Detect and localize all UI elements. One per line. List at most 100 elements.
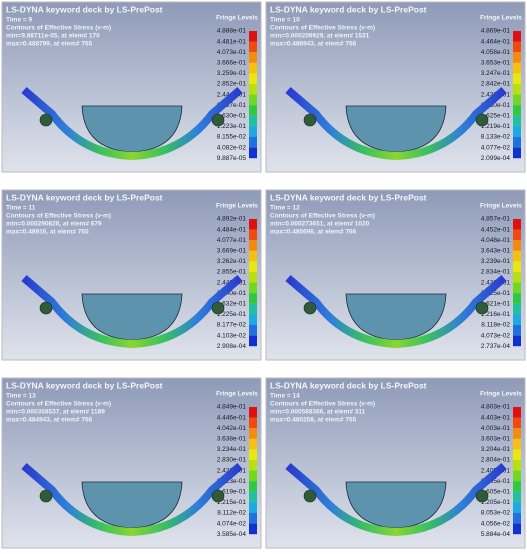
fringe-swatch xyxy=(249,439,257,450)
fringe-swatch xyxy=(249,261,257,272)
fringe-value: 2.830e-01 xyxy=(217,457,247,464)
fringe-swatch xyxy=(513,84,521,95)
fringe-value: 4.446e-01 xyxy=(217,414,247,421)
fringe-value: 3.653e-01 xyxy=(481,60,511,67)
fringe-swatch xyxy=(249,481,257,492)
fringe-swatch xyxy=(249,524,257,535)
info-contours: Contours of Effective Stress (v-m) xyxy=(270,213,375,220)
fringe-value: 8.112e-02 xyxy=(217,510,246,517)
fringe-value: 3.669e-01 xyxy=(217,248,247,255)
fringe-swatch xyxy=(249,283,257,294)
fringe-value: 3.262e-01 xyxy=(217,258,247,265)
fringe-value: 4.803e-01 xyxy=(481,404,511,411)
fringe-swatch xyxy=(513,31,521,42)
panel: LS-DYNA keyword deck by LS-PrePost Time =… xyxy=(266,2,525,172)
info-max: max=0.480258, at elem# 765 xyxy=(270,417,357,424)
fringe-swatch xyxy=(513,314,521,325)
info-min: min=0.000209929, at elem# 1531 xyxy=(270,33,370,40)
fringe-swatch xyxy=(249,314,257,325)
fringe-title: Fringe Levels xyxy=(216,15,258,22)
info-min: min=9.88711e-05, at elem# 170 xyxy=(6,33,100,40)
fringe-title: Fringe Levels xyxy=(480,203,522,210)
fringe-swatch xyxy=(249,137,257,148)
fringe-value: 4.073e-01 xyxy=(217,49,247,56)
panel-title: LS-DYNA keyword deck by LS-PrePost xyxy=(270,4,427,14)
panel-title: LS-DYNA keyword deck by LS-PrePost xyxy=(270,380,427,390)
fringe-value: 4.452e-01 xyxy=(481,226,511,233)
fringe-swatch xyxy=(249,460,257,471)
fringe-swatch xyxy=(513,325,521,336)
fringe-value: 8.053e-02 xyxy=(481,510,511,517)
info-min: min=0.000290828, at elem# 679 xyxy=(6,221,102,228)
info-time: Time = 10 xyxy=(270,17,300,24)
info-time: Time = 13 xyxy=(6,393,36,400)
fringe-swatch xyxy=(513,481,521,492)
info-contours: Contours of Effective Stress (v-m) xyxy=(270,25,375,32)
fringe-value: 2.908e-04 xyxy=(217,343,247,350)
fringe-swatch xyxy=(249,116,257,127)
roller xyxy=(40,490,52,502)
fringe-swatch xyxy=(249,336,257,347)
info-max: max=0.48916, at elem# 765 xyxy=(6,229,89,236)
fringe-value: 5.884e-04 xyxy=(481,531,511,538)
fringe-swatch xyxy=(513,471,521,482)
fringe-value: 4.103e-02 xyxy=(217,332,247,339)
fringe-swatch xyxy=(513,95,521,106)
fringe-swatch xyxy=(513,304,521,315)
fringe-value: 3.666e-01 xyxy=(217,60,247,67)
info-min: min=0.000588366, at elem# 311 xyxy=(270,409,366,416)
fringe-value: 4.073e-02 xyxy=(481,332,511,339)
fringe-swatch xyxy=(249,230,257,241)
fringe-value: 4.857e-01 xyxy=(481,216,511,223)
fringe-swatch xyxy=(249,251,257,262)
fringe-value: 4.077e-01 xyxy=(217,237,247,244)
fringe-title: Fringe Levels xyxy=(216,203,258,210)
roller xyxy=(212,490,224,502)
fringe-swatch xyxy=(249,293,257,304)
roller xyxy=(40,302,52,314)
fringe-value: 8.177e-02 xyxy=(217,322,247,329)
fringe-value: 4.484e-01 xyxy=(217,226,247,233)
fringe-swatch xyxy=(513,272,521,283)
fringe-swatch xyxy=(249,63,257,74)
fringe-swatch xyxy=(249,418,257,429)
fringe-swatch xyxy=(249,492,257,503)
roller xyxy=(476,302,488,314)
fringe-value: 2.834e-01 xyxy=(481,269,511,276)
info-min: min=0.000358537, at elem# 1189 xyxy=(6,409,105,416)
fringe-value: 3.204e-01 xyxy=(481,446,511,453)
fringe-swatch xyxy=(249,325,257,336)
info-contours: Contours of Effective Stress (v-m) xyxy=(270,401,375,408)
fringe-swatch xyxy=(249,42,257,53)
roller xyxy=(476,490,488,502)
info-time: Time = 11 xyxy=(6,205,36,212)
roller xyxy=(476,114,488,126)
fringe-swatch xyxy=(249,428,257,439)
info-contours: Contours of Effective Stress (v-m) xyxy=(6,401,111,408)
fringe-value: 8.118e-02 xyxy=(481,322,510,329)
fringe-value: 3.239e-01 xyxy=(481,258,511,265)
fringe-value: 4.003e-01 xyxy=(481,425,511,432)
fringe-swatch xyxy=(513,116,521,127)
fringe-swatch xyxy=(513,524,521,535)
fringe-swatch xyxy=(249,513,257,524)
fringe-value: 9.887e-05 xyxy=(217,155,247,162)
fringe-value: 3.603e-01 xyxy=(481,436,511,443)
fringe-swatch xyxy=(249,502,257,513)
fringe-swatch xyxy=(513,293,521,304)
fringe-value: 3.585e-04 xyxy=(217,531,247,538)
fringe-swatch xyxy=(513,137,521,148)
fringe-swatch xyxy=(513,219,521,230)
fringe-value: 3.234e-01 xyxy=(217,446,247,453)
fringe-swatch xyxy=(513,148,521,159)
panel-title: LS-DYNA keyword deck by LS-PrePost xyxy=(6,380,163,390)
fringe-swatch xyxy=(513,73,521,84)
roller xyxy=(212,302,224,314)
fringe-swatch xyxy=(249,105,257,116)
info-max: max=0.486943, at elem# 766 xyxy=(270,41,357,48)
fringe-value: 8.155e-02 xyxy=(217,134,247,141)
fringe-title: Fringe Levels xyxy=(480,391,522,398)
fringe-value: 4.074e-02 xyxy=(217,520,247,527)
